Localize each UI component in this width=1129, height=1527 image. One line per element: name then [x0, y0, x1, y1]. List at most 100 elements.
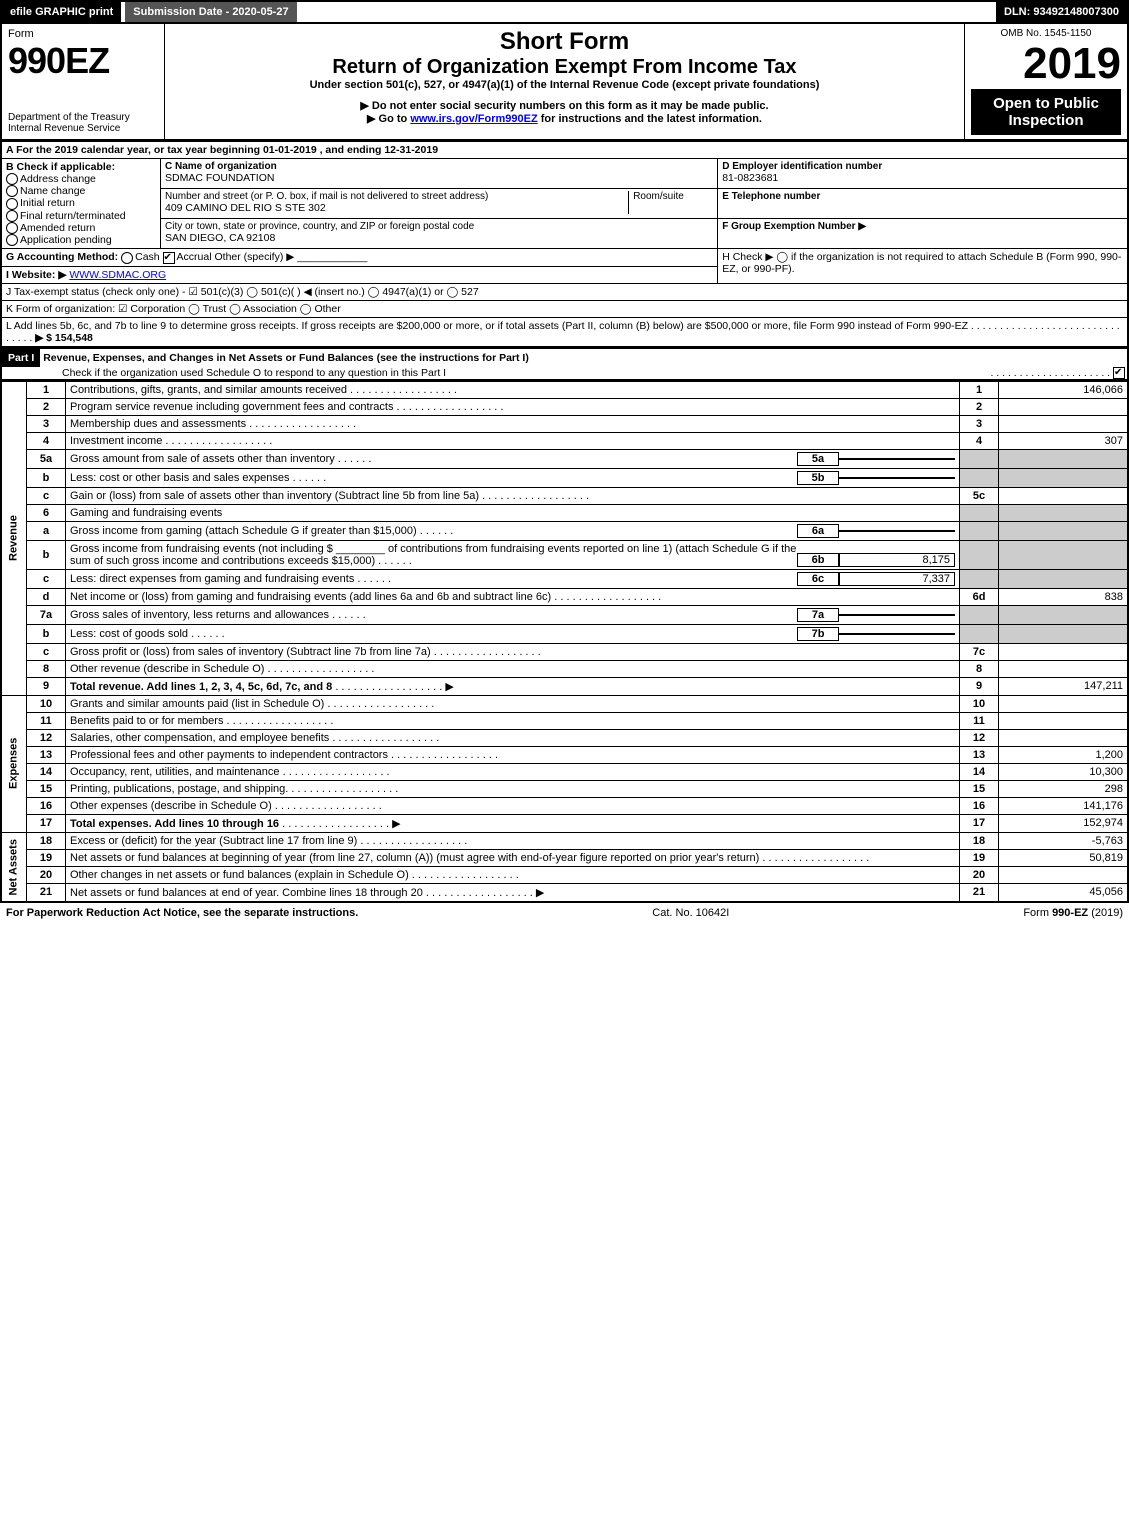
- table-row: 5aGross amount from sale of assets other…: [1, 449, 1128, 468]
- checkbox-name-change[interactable]: Name change: [6, 185, 156, 197]
- line-col-number: 6d: [960, 588, 999, 605]
- tax-year: 2019: [971, 39, 1121, 89]
- top-bar: efile GRAPHIC print Submission Date - 20…: [0, 0, 1129, 22]
- org-name-label: C Name of organization: [165, 161, 713, 172]
- line-col-number: 10: [960, 695, 999, 712]
- efile-print-button[interactable]: efile GRAPHIC print: [2, 2, 121, 22]
- dln-badge: DLN: 93492148007300: [996, 2, 1127, 22]
- line-amount: [999, 398, 1129, 415]
- line-l-amount: ▶ $ 154,548: [35, 332, 93, 344]
- table-row: Expenses10Grants and similar amounts pai…: [1, 695, 1128, 712]
- cash-option[interactable]: Cash: [121, 251, 160, 263]
- line-col-number: 2: [960, 398, 999, 415]
- open-to-public-badge: Open to Public Inspection: [971, 89, 1121, 135]
- other-option[interactable]: Other (specify) ▶: [214, 251, 294, 263]
- telephone-label: E Telephone number: [722, 191, 1123, 202]
- line-number: a: [27, 521, 66, 540]
- subline-amount: 8,175: [839, 553, 955, 567]
- line-number: 6: [27, 504, 66, 521]
- line-description: Occupancy, rent, utilities, and maintena…: [66, 763, 960, 780]
- table-row: 2Program service revenue including gover…: [1, 398, 1128, 415]
- line-amount: 45,056: [999, 883, 1129, 902]
- line-l: L Add lines 5b, 6c, and 7b to line 9 to …: [1, 317, 1128, 347]
- line-col-number: 18: [960, 832, 999, 849]
- line-number: 8: [27, 660, 66, 677]
- line-number: 12: [27, 729, 66, 746]
- line-number: 20: [27, 866, 66, 883]
- checkbox-final-return[interactable]: Final return/terminated: [6, 210, 156, 222]
- schedule-o-checkbox[interactable]: [1113, 367, 1125, 379]
- line-description: Gross sales of inventory, less returns a…: [66, 605, 960, 624]
- line-description: Professional fees and other payments to …: [66, 746, 960, 763]
- line-g-label: G Accounting Method:: [6, 251, 118, 263]
- line-col-number: 3: [960, 415, 999, 432]
- omb-number: OMB No. 1545-1150: [971, 28, 1121, 39]
- subline-number: 5b: [797, 471, 839, 485]
- ein-value: 81-0823681: [722, 172, 1123, 184]
- line-number: 4: [27, 432, 66, 449]
- dept-label: Department of the Treasury: [8, 112, 158, 123]
- line-description: Gain or (loss) from sale of assets other…: [66, 487, 960, 504]
- line-number: 16: [27, 797, 66, 814]
- line-amount: 298: [999, 780, 1129, 797]
- line-number: 13: [27, 746, 66, 763]
- subline-number: 6c: [797, 572, 839, 586]
- subline-number: 5a: [797, 452, 839, 466]
- goto-line: ▶ Go to www.irs.gov/Form990EZ for instru…: [171, 112, 958, 125]
- subline-amount: [839, 614, 955, 616]
- line-description: Salaries, other compensation, and employ…: [66, 729, 960, 746]
- line-amount: [999, 866, 1129, 883]
- line-col-number: 14: [960, 763, 999, 780]
- table-row: cLess: direct expenses from gaming and f…: [1, 569, 1128, 588]
- line-description: Investment income . . . . . . . . . . . …: [66, 432, 960, 449]
- line-description: Contributions, gifts, grants, and simila…: [66, 381, 960, 398]
- accrual-option[interactable]: Accrual: [163, 251, 212, 263]
- line-number: 14: [27, 763, 66, 780]
- line-description: Benefits paid to or for members . . . . …: [66, 712, 960, 729]
- room-label: Room/suite: [633, 191, 713, 202]
- line-col-number: 16: [960, 797, 999, 814]
- line-col-number: 1: [960, 381, 999, 398]
- line-i-label: I Website: ▶: [6, 269, 66, 281]
- city-label: City or town, state or province, country…: [165, 221, 713, 232]
- line-col-number: 15: [960, 780, 999, 797]
- table-row: 11Benefits paid to or for members . . . …: [1, 712, 1128, 729]
- line-number: 15: [27, 780, 66, 797]
- city-value: SAN DIEGO, CA 92108: [165, 232, 713, 244]
- form-label: Form: [8, 28, 158, 40]
- table-row: 9Total revenue. Add lines 1, 2, 3, 4, 5c…: [1, 677, 1128, 695]
- checkbox-application-pending[interactable]: Application pending: [6, 234, 156, 246]
- table-row: cGain or (loss) from sale of assets othe…: [1, 487, 1128, 504]
- website-link[interactable]: WWW.SDMAC.ORG: [69, 269, 166, 281]
- line-number: 17: [27, 814, 66, 832]
- line-col-number: 5c: [960, 487, 999, 504]
- line-description: Excess or (deficit) for the year (Subtra…: [66, 832, 960, 849]
- line-col-number: 7c: [960, 643, 999, 660]
- form-header: Form 990EZ Department of the Treasury In…: [0, 22, 1129, 141]
- checkbox-address-change[interactable]: Address change: [6, 173, 156, 185]
- subline-number: 6b: [797, 553, 839, 567]
- line-description: Net income or (loss) from gaming and fun…: [66, 588, 960, 605]
- form-number: 990EZ: [8, 40, 158, 82]
- line-description: Less: cost of goods sold . . . . . .7b: [66, 624, 960, 643]
- irs-label: Internal Revenue Service: [8, 123, 158, 134]
- table-row: 12Salaries, other compensation, and empl…: [1, 729, 1128, 746]
- table-row: Net Assets18Excess or (deficit) for the …: [1, 832, 1128, 849]
- table-row: 3Membership dues and assessments . . . .…: [1, 415, 1128, 432]
- part-i-table: Revenue1Contributions, gifts, grants, an…: [0, 381, 1129, 903]
- line-amount: 147,211: [999, 677, 1129, 695]
- line-description: Net assets or fund balances at end of ye…: [66, 883, 960, 902]
- under-section-text: Under section 501(c), 527, or 4947(a)(1)…: [171, 79, 958, 91]
- line-description: Printing, publications, postage, and shi…: [66, 780, 960, 797]
- table-row: bGross income from fundraising events (n…: [1, 540, 1128, 569]
- side-label: Expenses: [1, 695, 27, 832]
- goto-link[interactable]: www.irs.gov/Form990EZ: [410, 113, 537, 125]
- side-label: Net Assets: [1, 832, 27, 902]
- subline-number: 6a: [797, 524, 839, 538]
- checkbox-amended-return[interactable]: Amended return: [6, 222, 156, 234]
- line-number: b: [27, 468, 66, 487]
- line-number: 2: [27, 398, 66, 415]
- table-row: 15Printing, publications, postage, and s…: [1, 780, 1128, 797]
- checkbox-initial-return[interactable]: Initial return: [6, 197, 156, 209]
- line-number: c: [27, 569, 66, 588]
